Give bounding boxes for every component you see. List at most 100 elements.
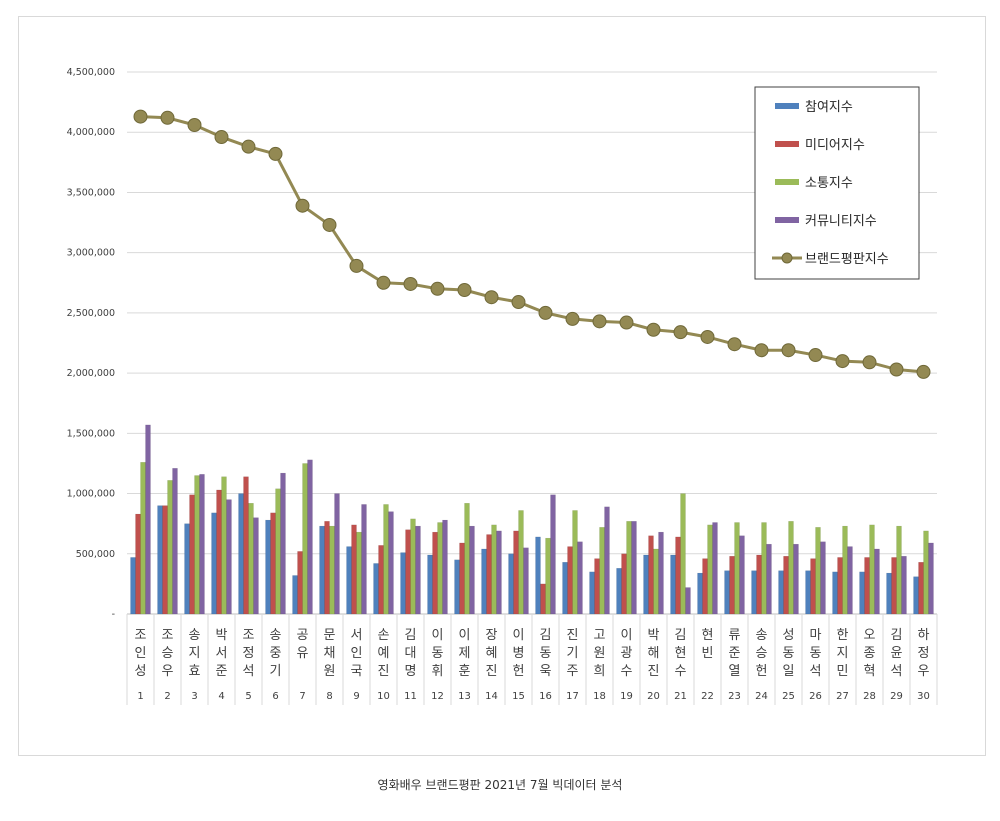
line-point [376, 275, 391, 290]
bar [842, 525, 848, 615]
rank-label: 13 [458, 691, 471, 702]
line-point [133, 109, 148, 124]
rank-label: 21 [674, 691, 687, 702]
line-point [457, 283, 472, 298]
line-point [295, 198, 310, 213]
line-point [214, 130, 229, 145]
category-label: 휘 [432, 664, 444, 679]
bar [648, 535, 654, 615]
bar [734, 522, 740, 615]
line-point [511, 295, 526, 310]
category-label: 서 [216, 646, 228, 661]
category-label: 제 [459, 646, 471, 661]
bar [761, 522, 767, 615]
bar [864, 557, 870, 615]
bar [356, 531, 362, 615]
bar [410, 518, 416, 615]
category-label: 문 [324, 628, 336, 643]
bar [675, 536, 681, 615]
line-point [268, 146, 283, 161]
category-label: 채 [324, 646, 336, 661]
category-label: 박 [648, 628, 660, 643]
category-label: 송 [270, 628, 282, 643]
bar [464, 502, 470, 615]
bar [324, 521, 330, 615]
category-label: 지 [837, 646, 849, 661]
category-label: 동 [783, 646, 795, 661]
category-label: 한 [837, 628, 849, 643]
line-point [592, 314, 607, 329]
category-label: 일 [783, 664, 795, 679]
category-label: 혜 [486, 646, 498, 661]
bar [562, 562, 568, 615]
bar [869, 524, 875, 615]
rank-label: 17 [566, 691, 579, 702]
category-label: 수 [621, 664, 633, 679]
bar [334, 493, 340, 615]
category-label: 빈 [702, 646, 714, 661]
line-point [646, 322, 661, 337]
bar [508, 553, 514, 615]
bar [216, 489, 222, 615]
bar [157, 505, 163, 615]
bar [145, 424, 151, 615]
line-point [241, 139, 256, 154]
bar [832, 571, 838, 615]
bar [545, 537, 551, 615]
line-point [187, 117, 202, 132]
category-label: 유 [297, 646, 309, 661]
bar [918, 562, 924, 615]
category-label: 현 [675, 646, 687, 661]
y-tick-label: 500,000 [76, 549, 115, 560]
category-label: 진 [486, 664, 498, 679]
category-label: 성 [135, 664, 147, 679]
bar [211, 512, 217, 615]
legend-label: 커뮤니티지수 [805, 214, 877, 229]
rank-label: 19 [620, 691, 633, 702]
chart-frame: - 500,000 1,000,000 1,500,000 2,000,000 2,500… [18, 16, 986, 756]
line-point [808, 348, 823, 363]
category-label: 오 [864, 628, 876, 643]
bar [567, 546, 573, 615]
y-tick-label: 3,500,000 [67, 187, 115, 198]
bar [243, 476, 249, 615]
line-point [835, 354, 850, 369]
bar [432, 531, 438, 615]
category-label: 석 [243, 664, 255, 679]
rank-label: 27 [836, 691, 849, 702]
bar [788, 521, 794, 615]
line-point [727, 337, 742, 352]
category-label: 조 [243, 628, 255, 643]
bar [874, 548, 880, 615]
bar [702, 558, 708, 615]
bar [307, 459, 313, 615]
legend-label: 브랜드평판지수 [805, 252, 889, 267]
rank-label: 20 [647, 691, 660, 702]
category-label: 석 [810, 664, 822, 679]
bar [221, 476, 227, 615]
category-label: 광 [621, 646, 633, 661]
line-point [349, 258, 364, 273]
category-label: 윤 [891, 646, 903, 661]
line-point [700, 329, 715, 344]
bar [783, 555, 789, 615]
category-label: 민 [837, 664, 849, 679]
bar [766, 543, 772, 615]
bar [226, 499, 232, 615]
bar [302, 463, 308, 615]
bar [729, 555, 735, 615]
bar [896, 525, 902, 615]
bar [135, 513, 141, 615]
bar [680, 493, 686, 615]
bar [697, 572, 703, 615]
category-label: 국 [351, 664, 363, 679]
category-label: 고 [594, 628, 606, 643]
category-label: 기 [567, 646, 579, 661]
category-label: 김 [675, 628, 687, 643]
legend-swatch [775, 141, 799, 147]
rank-label: 2 [164, 691, 170, 702]
bar [459, 542, 465, 615]
bar [616, 568, 622, 615]
category-label: 헌 [513, 664, 525, 679]
bar [550, 494, 556, 615]
